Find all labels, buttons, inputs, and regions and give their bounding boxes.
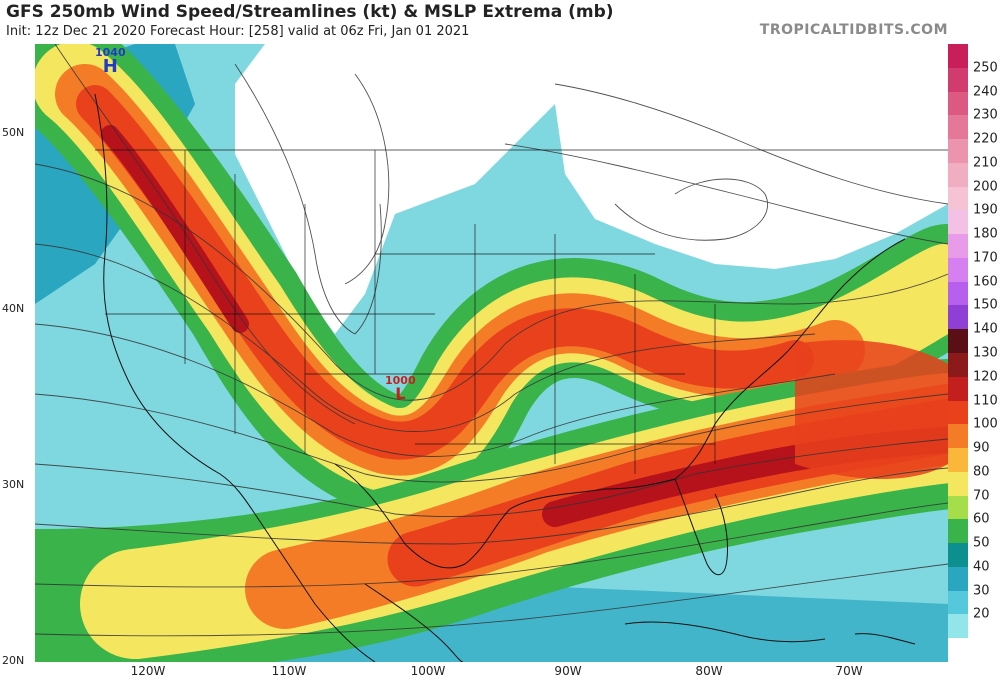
- colorbar-tick-label: 200: [973, 179, 998, 195]
- streamlines: [35, 44, 948, 637]
- colorbar-segment: [948, 186, 968, 211]
- map-subtitle: Init: 12z Dec 21 2020 Forecast Hour: [25…: [6, 24, 470, 39]
- lat-label-50: 50N: [2, 126, 25, 139]
- colorbar-segment: [948, 448, 968, 473]
- high-pressure-letter: H: [102, 56, 118, 77]
- lon-label-100: 100W: [410, 664, 446, 678]
- jet-core-west: [101, 125, 249, 333]
- calm-region-west: [235, 44, 595, 334]
- high-pressure-marker: 1040 H: [95, 46, 126, 77]
- low-pressure-letter: L: [395, 384, 406, 403]
- colorbar-tick-label: 110: [973, 393, 998, 409]
- colorbar-tick-label: 40: [973, 559, 990, 575]
- colorbar-segment: [948, 257, 968, 283]
- calm-region-north: [495, 44, 948, 269]
- political-borders: [95, 149, 948, 474]
- colorbar-segment: [948, 424, 968, 449]
- colorbar-segment: [948, 162, 968, 188]
- wind-speed-map[interactable]: 1040 H 1000 L: [35, 44, 948, 662]
- colorbar-segment: [948, 353, 968, 378]
- colorbar-tick-label: 250: [973, 60, 998, 76]
- lat-label-20: 20N: [2, 654, 25, 667]
- low-pressure-marker: 1000 L: [385, 374, 416, 403]
- colorbar-tick-label: 120: [973, 369, 998, 385]
- colorbar-tick-label: 30: [973, 583, 990, 599]
- high-pressure-value: 1040: [95, 46, 126, 59]
- lon-label-70: 70W: [835, 664, 863, 678]
- colorbar: [948, 44, 968, 663]
- colorbar-segment: [948, 305, 968, 330]
- lon-label-90: 90W: [554, 664, 582, 678]
- colorbar-tick-label: 50: [973, 535, 990, 551]
- brand-watermark: TROPICALTIDBITS.COM: [759, 22, 948, 38]
- lon-label-120: 120W: [130, 664, 166, 678]
- colorbar-tick-label: 70: [973, 488, 990, 504]
- colorbar-segment: [948, 67, 968, 93]
- low-pressure-value: 1000: [385, 374, 416, 387]
- colorbar-tick-label: 80: [973, 464, 990, 480]
- colorbar-segment: [948, 400, 968, 425]
- colorbar-segment: [948, 210, 968, 235]
- colorbar-tick-label: 190: [973, 202, 998, 218]
- colorbar-segment: [948, 376, 968, 402]
- lon-label-110: 110W: [271, 664, 307, 678]
- colorbar-tick-label: 150: [973, 297, 998, 313]
- colorbar-tick-label: 180: [973, 226, 998, 242]
- map-title: GFS 250mb Wind Speed/Streamlines (kt) & …: [6, 2, 614, 22]
- colorbar-tick-label: 20: [973, 606, 990, 622]
- colorbar-segment: [948, 139, 968, 164]
- colorbar-segment: [948, 566, 968, 592]
- colorbar-tick-label: 210: [973, 155, 998, 171]
- colorbar-segment: [948, 234, 968, 259]
- colorbar-segment: [948, 115, 968, 140]
- colorbar-tick-label: 160: [973, 274, 998, 290]
- colorbar-tick-label: 240: [973, 84, 998, 100]
- colorbar-segment: [948, 519, 968, 544]
- lat-label-40: 40N: [2, 302, 25, 315]
- colorbar-segment: [948, 638, 968, 663]
- colorbar-tick-label: 230: [973, 107, 998, 123]
- colorbar-tick-label: 130: [973, 345, 998, 361]
- colorbar-segment: [948, 543, 968, 568]
- jet-band-red: [76, 85, 814, 460]
- colorbar-segment: [948, 91, 968, 116]
- colorbar-tick-label: 60: [973, 511, 990, 527]
- colorbar-tick-label: 140: [973, 321, 998, 337]
- lon-label-80: 80W: [695, 664, 723, 678]
- colorbar-segment: [948, 471, 968, 497]
- colorbar-segment: [948, 495, 968, 520]
- colorbar-tick-label: 90: [973, 440, 990, 456]
- colorbar-segment: [948, 614, 968, 639]
- colorbar-segment: [948, 44, 968, 69]
- lat-label-30: 30N: [2, 478, 25, 491]
- colorbar-segment: [948, 329, 968, 354]
- colorbar-segment: [948, 281, 968, 306]
- colorbar-segment: [948, 590, 968, 615]
- atlantic-jet-exit: [795, 340, 948, 479]
- map-canvas: [35, 44, 948, 662]
- colorbar-tick-label: 100: [973, 416, 998, 432]
- coastlines: [94, 93, 916, 662]
- colorbar-tick-label: 220: [973, 131, 998, 147]
- colorbar-tick-label: 170: [973, 250, 998, 266]
